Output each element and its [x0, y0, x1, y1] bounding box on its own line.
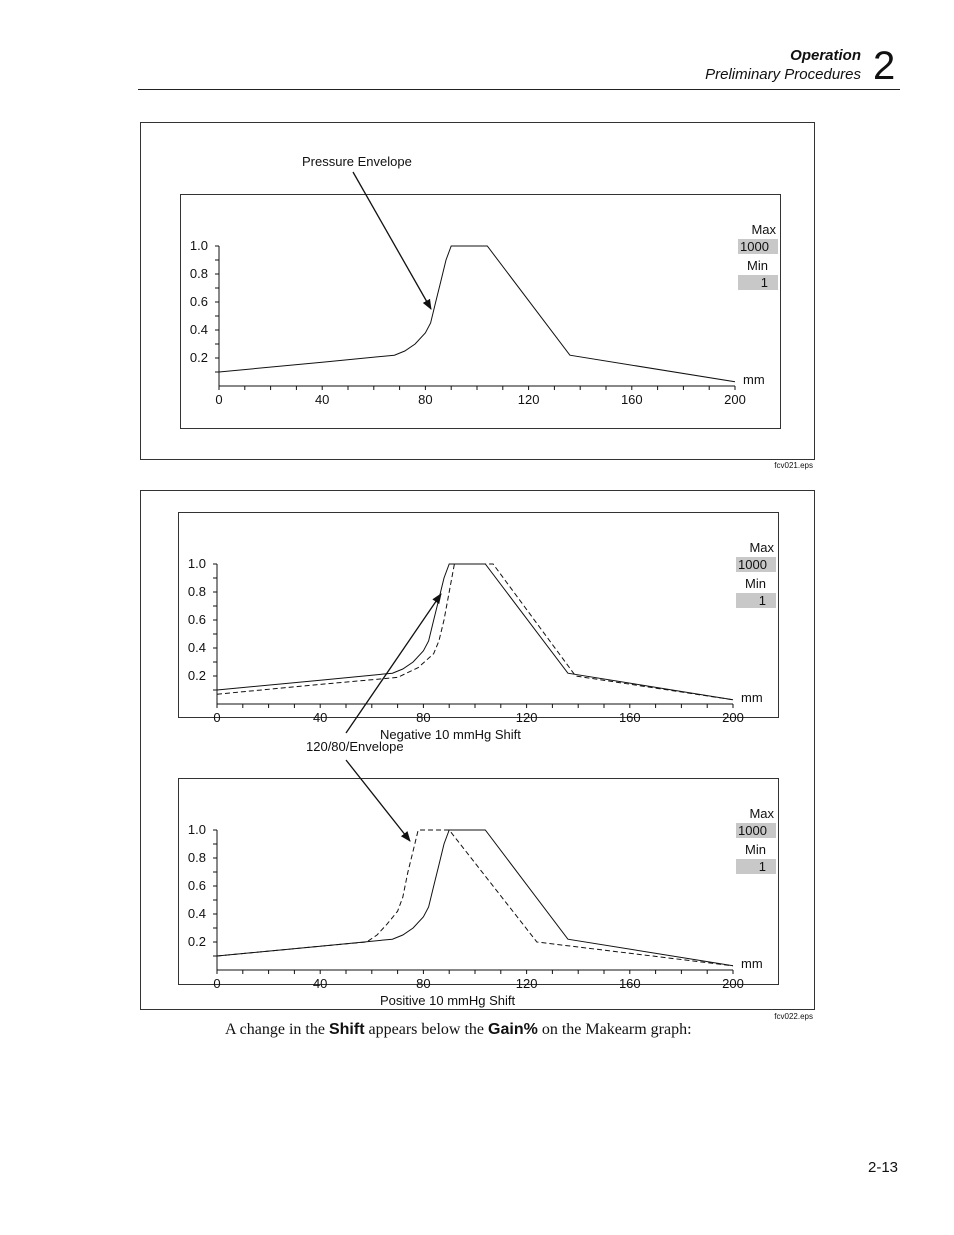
- section-title: Operation: [790, 47, 861, 64]
- max-value-box: [736, 557, 776, 572]
- y-tick-label: 0.2: [190, 350, 208, 365]
- series-dashed-line: [216, 829, 734, 967]
- y-tick-label: 0.6: [190, 294, 208, 309]
- min-value: 1: [761, 275, 768, 290]
- max-label: Max: [751, 222, 776, 237]
- series-solid-line: [216, 563, 734, 701]
- x-tick-label: 160: [619, 976, 641, 991]
- chart-1: 0.2 0.4 0.6 0.8 1.0 0 40 80 120 160 200 Max 1000 Min 1…: [190, 222, 778, 407]
- x-tick-label: 160: [619, 710, 641, 725]
- min-value-box: [736, 593, 776, 608]
- shift-term: Shift: [328, 1021, 365, 1038]
- callout-arrow-down: [345, 759, 411, 842]
- chapter-number: 2: [873, 44, 896, 88]
- callout-label: 120/80/Envelope: [306, 739, 404, 754]
- x-tick-label: 160: [621, 392, 643, 407]
- chart-panel: [180, 194, 781, 429]
- min-label: Min: [745, 576, 766, 591]
- body-text-3: on the Makearm graph:: [537, 1021, 692, 1038]
- min-value: 1: [759, 593, 766, 608]
- chart-caption: Negative 10 mmHg Shift: [380, 727, 521, 742]
- unit-label: mm: [741, 690, 763, 705]
- x-tick-label: 200: [724, 392, 746, 407]
- x-tick-label: 40: [315, 392, 329, 407]
- body-text-2: appears below the: [364, 1021, 489, 1038]
- max-label: Max: [749, 806, 774, 821]
- y-tick-label: 0.6: [188, 878, 206, 893]
- figure-shift-comparison: [140, 490, 815, 1010]
- figure-pressure-envelope: [140, 122, 815, 460]
- x-tick-label: 0: [215, 392, 222, 407]
- figure-filename: fcv022.eps: [774, 1012, 813, 1021]
- y-tick-label: 1.0: [190, 238, 208, 253]
- max-value-box: [738, 239, 778, 254]
- x-tick-label: 80: [416, 976, 430, 991]
- figure-filename: fcv021.eps: [774, 461, 813, 470]
- max-value-box: [736, 823, 776, 838]
- x-tick-label: 0: [213, 976, 220, 991]
- y-tick-label: 0.2: [188, 668, 206, 683]
- y-tick-label: 0.4: [188, 906, 206, 921]
- y-tick-label: 0.4: [188, 640, 206, 655]
- x-tick-label: 200: [722, 710, 744, 725]
- callout-label: Pressure Envelope: [302, 154, 412, 169]
- min-label: Min: [745, 842, 766, 857]
- chart-2: 0.2 0.4 0.6 0.8 1.0 0 40 80 120 160 200 Max 1000 Min 1…: [188, 540, 776, 742]
- min-value: 1: [759, 859, 766, 874]
- page-number: 2-13: [868, 1159, 899, 1176]
- series-dashed-line: [216, 563, 734, 701]
- x-tick-label: 80: [418, 392, 432, 407]
- min-label: Min: [747, 258, 768, 273]
- x-tick-label: 120: [516, 976, 538, 991]
- y-tick-label: 0.8: [188, 584, 206, 599]
- chart-caption: Positive 10 mmHg Shift: [380, 993, 515, 1008]
- header-rule: [138, 89, 900, 90]
- x-tick-label: 0: [213, 710, 220, 725]
- y-tick-label: 1.0: [188, 822, 206, 837]
- y-tick-label: 1.0: [188, 556, 206, 571]
- x-tick-label: 80: [416, 710, 430, 725]
- min-value-box: [736, 859, 776, 874]
- callout-arrow: [352, 171, 432, 310]
- x-tick-label: 40: [313, 976, 327, 991]
- gain-term: Gain%: [488, 1021, 538, 1038]
- section-subtitle: Preliminary Procedures: [705, 66, 861, 83]
- y-tick-label: 0.4: [190, 322, 208, 337]
- y-tick-label: 0.8: [188, 850, 206, 865]
- x-tick-label: 200: [722, 976, 744, 991]
- chart-panel: [178, 512, 779, 718]
- chart-3: 0.2 0.4 0.6 0.8 1.0 0 40 80 120 160 200 Max 1000 Min 1…: [188, 806, 776, 1008]
- callout-arrow-up: [345, 593, 442, 734]
- body-text-1: A change in the: [225, 1021, 329, 1038]
- series-solid-line: [216, 829, 734, 967]
- x-tick-label: 40: [313, 710, 327, 725]
- max-value: 1000: [740, 239, 769, 254]
- body-paragraph: A change in the Shift appears below the …: [225, 1021, 692, 1039]
- y-tick-label: 0.2: [188, 934, 206, 949]
- max-value: 1000: [738, 557, 767, 572]
- x-tick-label: 120: [516, 710, 538, 725]
- x-tick-label: 120: [518, 392, 540, 407]
- y-tick-label: 0.8: [190, 266, 208, 281]
- max-label: Max: [749, 540, 774, 555]
- unit-label: mm: [743, 372, 765, 387]
- min-value-box: [738, 275, 778, 290]
- y-tick-label: 0.6: [188, 612, 206, 627]
- max-value: 1000: [738, 823, 767, 838]
- unit-label: mm: [741, 956, 763, 971]
- series-solid-line: [218, 245, 736, 383]
